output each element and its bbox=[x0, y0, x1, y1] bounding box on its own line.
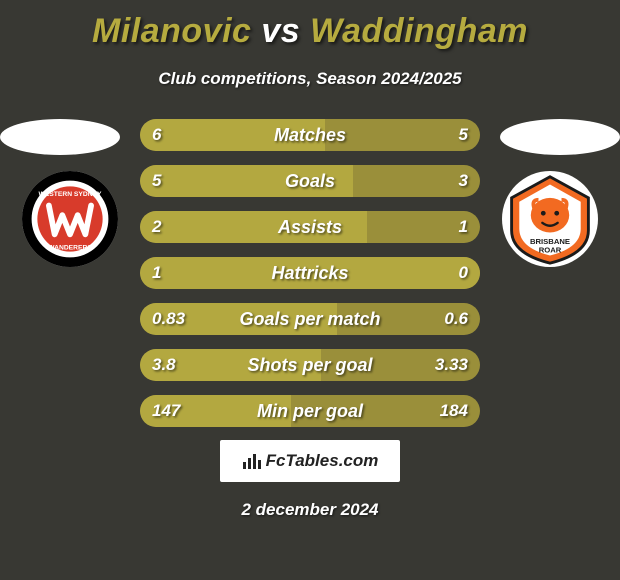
site-logo: FcTables.com bbox=[242, 451, 379, 471]
stat-fill-left bbox=[140, 211, 367, 243]
stat-value-left: 6 bbox=[152, 119, 161, 151]
brisbane-roar-crest-icon: BRISBANE ROAR bbox=[502, 171, 598, 267]
stat-row: 10Hattricks bbox=[140, 257, 480, 289]
date-label: 2 december 2024 bbox=[0, 500, 620, 520]
stat-value-left: 2 bbox=[152, 211, 161, 243]
team-badge-right: BRISBANE ROAR bbox=[502, 171, 598, 267]
stat-row: 3.83.33Shots per goal bbox=[140, 349, 480, 381]
stat-row: 0.830.6Goals per match bbox=[140, 303, 480, 335]
stat-value-right: 5 bbox=[459, 119, 468, 151]
stat-row: 147184Min per goal bbox=[140, 395, 480, 427]
stats-list: 65Matches53Goals21Assists10Hattricks0.83… bbox=[140, 119, 480, 441]
wsw-crest-icon: WESTERN SYDNEY WANDERERS bbox=[22, 171, 118, 267]
svg-text:ROAR: ROAR bbox=[539, 246, 562, 255]
player2-name: Waddingham bbox=[310, 12, 528, 50]
site-logo-text: FcTables.com bbox=[266, 451, 379, 471]
stat-fill-left bbox=[140, 257, 480, 289]
stat-fill-left bbox=[140, 165, 353, 197]
top-oval-right bbox=[500, 119, 620, 155]
stat-row: 21Assists bbox=[140, 211, 480, 243]
stat-value-right: 3.33 bbox=[435, 349, 468, 381]
comparison-card: Milanovic vs Waddingham Club competition… bbox=[0, 0, 620, 580]
bars-icon bbox=[242, 451, 262, 471]
top-oval-left bbox=[0, 119, 120, 155]
vs-label: vs bbox=[261, 12, 300, 50]
svg-text:WANDERERS: WANDERERS bbox=[48, 245, 92, 252]
svg-text:WESTERN SYDNEY: WESTERN SYDNEY bbox=[38, 191, 102, 198]
stat-value-right: 0.6 bbox=[444, 303, 468, 335]
stat-fill-left bbox=[140, 119, 325, 151]
stat-value-left: 0.83 bbox=[152, 303, 185, 335]
stat-value-right: 184 bbox=[440, 395, 468, 427]
stat-value-left: 5 bbox=[152, 165, 161, 197]
page-title: Milanovic vs Waddingham bbox=[0, 0, 620, 51]
subtitle: Club competitions, Season 2024/2025 bbox=[0, 69, 620, 89]
site-logo-box: FcTables.com bbox=[220, 440, 400, 482]
stat-row: 53Goals bbox=[140, 165, 480, 197]
stat-value-right: 3 bbox=[459, 165, 468, 197]
main-area: WESTERN SYDNEY WANDERERS BRISBANE ROAR 6… bbox=[0, 109, 620, 449]
stat-value-right: 0 bbox=[459, 257, 468, 289]
team-badge-left: WESTERN SYDNEY WANDERERS bbox=[22, 171, 118, 267]
stat-value-right: 1 bbox=[459, 211, 468, 243]
stat-value-left: 3.8 bbox=[152, 349, 176, 381]
stat-row: 65Matches bbox=[140, 119, 480, 151]
stat-value-left: 147 bbox=[152, 395, 180, 427]
player1-name: Milanovic bbox=[92, 12, 251, 50]
stat-value-left: 1 bbox=[152, 257, 161, 289]
svg-text:BRISBANE: BRISBANE bbox=[530, 237, 570, 246]
